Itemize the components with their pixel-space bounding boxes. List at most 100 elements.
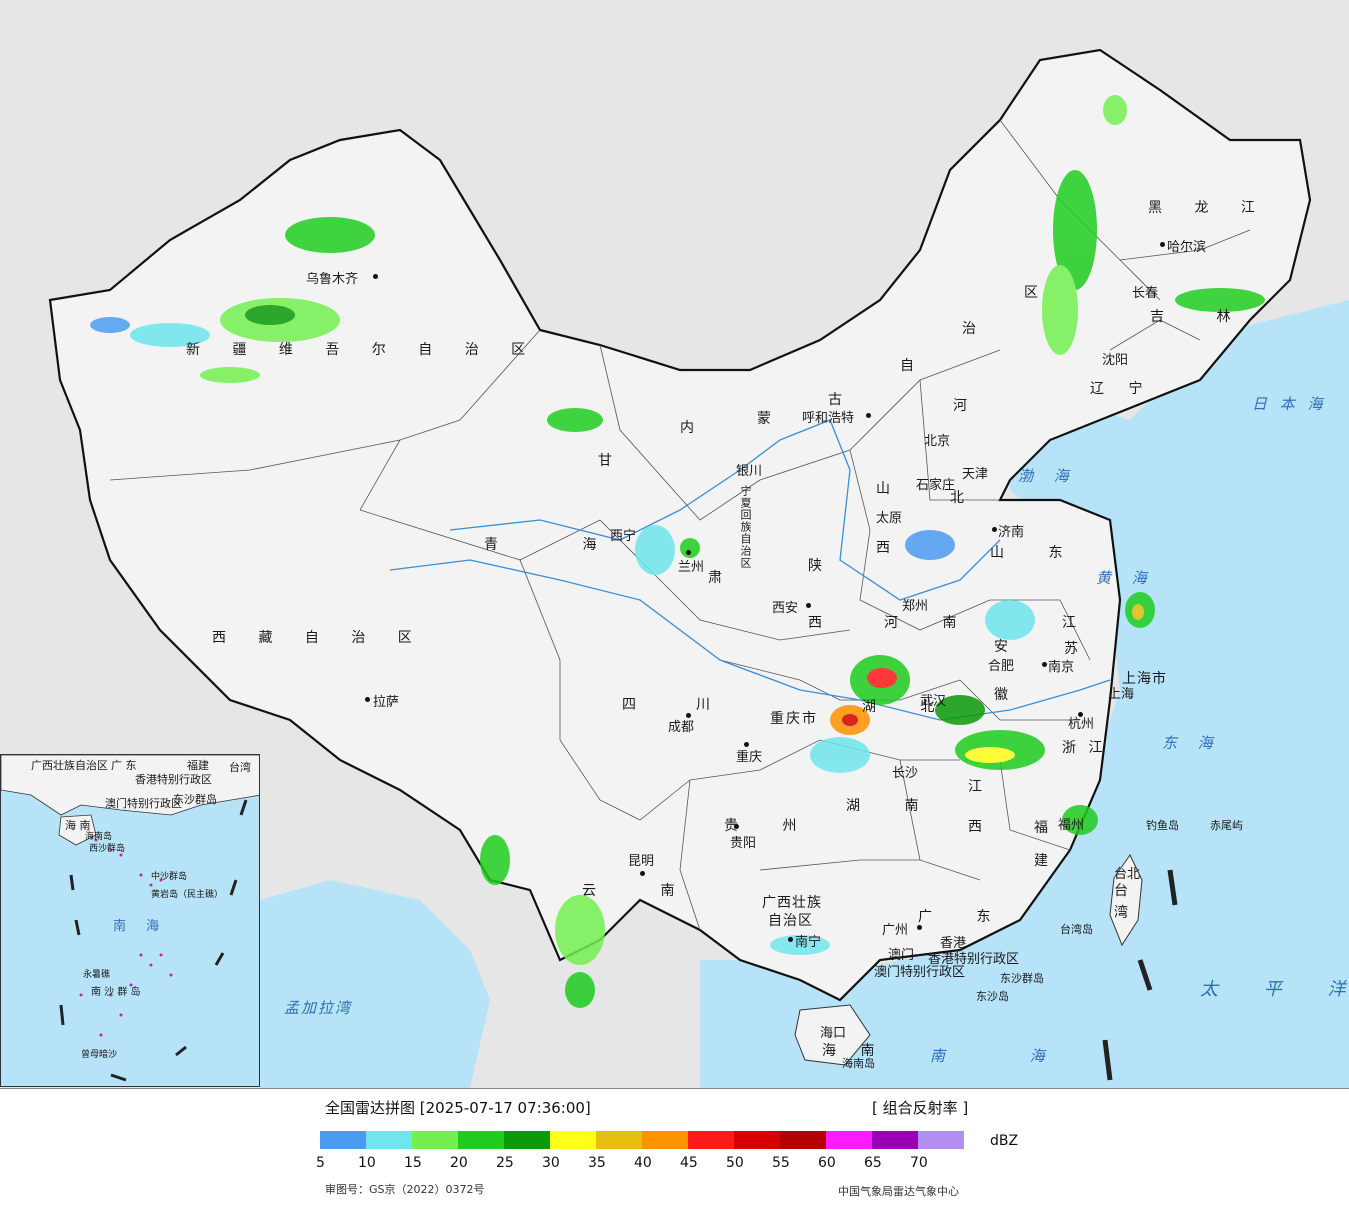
- label-guizhou: 贵 州: [724, 818, 817, 834]
- color-scale-cell: [596, 1131, 642, 1149]
- city-nanning: 南宁: [795, 935, 822, 950]
- city-taiyuan: 太原: [876, 511, 903, 526]
- color-scale-cell: [412, 1131, 458, 1149]
- label-guangxi-1: 广西壮族: [762, 895, 822, 911]
- city-dot: [365, 697, 370, 702]
- city-hongkong: 香港: [940, 936, 967, 951]
- label-xinjiang: 新 疆 维 吾 尔 自 治 区: [186, 342, 540, 358]
- city-dot: [640, 871, 645, 876]
- city-hefei: 合肥: [988, 659, 1015, 674]
- color-scale-tick: 50: [726, 1155, 744, 1171]
- city-lhasa: 拉萨: [373, 695, 400, 710]
- south-china-sea-inset: 广西壮族自治区 广 东 福建 台湾 香港特别行政区 澳门特别行政区 东沙群岛 海…: [0, 754, 260, 1087]
- label-liaoning: 辽 宁: [1090, 381, 1153, 397]
- color-scale-cell: [826, 1131, 872, 1149]
- city-chongqing: 重庆: [736, 750, 763, 765]
- inset-xisha: 西沙群岛: [89, 844, 126, 854]
- label-zhejiang: 浙 江: [1062, 740, 1107, 756]
- label-heilongjiang: 黑 龙 江: [1148, 200, 1269, 216]
- city-dot: [744, 742, 749, 747]
- color-scale-ticks: 5 10 15 20 25 30 35 40 45 50 55 60 65 70: [0, 1155, 1349, 1173]
- city-jinan: 济南: [998, 525, 1025, 540]
- label-yunnan: 云 南: [582, 883, 705, 899]
- label-sichuan-2: 川: [696, 697, 724, 713]
- city-macau: 澳门: [888, 948, 915, 963]
- city-dot: [788, 937, 793, 942]
- label-shandong: 山 东: [990, 545, 1083, 561]
- taiwan-island: [1109, 854, 1143, 947]
- color-scale-cell: [780, 1131, 826, 1149]
- sea-donghai: 东 海: [1162, 734, 1221, 752]
- island-hainan: 海南岛: [842, 1057, 875, 1070]
- label-macau-sar: 澳门特别行政区: [874, 965, 966, 980]
- island-dongsha-group: 东沙群岛: [1000, 972, 1044, 985]
- sea-pacific: 太 平 洋: [1200, 979, 1349, 1000]
- sea-bengal: 孟加拉湾: [284, 999, 353, 1017]
- inset-huangyan: 黄岩岛（民主礁）: [151, 890, 224, 900]
- color-scale-cell: [504, 1131, 550, 1149]
- city-dot: [1078, 712, 1083, 717]
- sea-bohai: 渤 海: [1018, 467, 1077, 485]
- label-neimenggu-2: 蒙: [757, 411, 785, 427]
- inset-taiwan: 台湾: [229, 761, 251, 774]
- island-chiwei: 赤尾屿: [1210, 819, 1243, 832]
- inset-guangdong: 广 东: [111, 759, 137, 772]
- label-taiwan-2: 湾: [1114, 905, 1142, 921]
- label-shanxi-2: 西: [876, 540, 904, 556]
- label-neimenggu-4: 自: [900, 358, 928, 374]
- island-taiwan: 台湾岛: [1060, 923, 1093, 936]
- sea-huanghai: 黄 海: [1096, 569, 1155, 587]
- inset-hk: 香港特别行政区: [135, 773, 212, 786]
- radar-map: 新 疆 维 吾 尔 自 治 区 西 藏 自 治 区 青 海 甘 肃 内 蒙 古 …: [0, 0, 1349, 1088]
- island-dongsha: 东沙岛: [976, 990, 1009, 1003]
- city-shanghai: 上海: [1108, 687, 1135, 702]
- color-scale-cell: [458, 1131, 504, 1149]
- city-dot: [686, 713, 691, 718]
- label-hainan: 海 南: [822, 1043, 885, 1059]
- color-scale-cell: [918, 1131, 964, 1149]
- city-lanzhou: 兰州: [678, 560, 705, 575]
- inset-hainandao: 海南岛: [85, 832, 113, 842]
- sea-japan: 日 本 海: [1252, 395, 1327, 413]
- label-sichuan-1: 四: [622, 697, 650, 713]
- label-jiangxi-2: 西: [968, 819, 996, 835]
- color-scale-cell: [366, 1131, 412, 1149]
- label-guangxi-2: 自治区: [768, 913, 813, 929]
- label-fujian-2: 建: [1034, 853, 1062, 869]
- inset-hainan: 海 南: [65, 819, 91, 832]
- label-ningxia: 宁夏回族自治区: [739, 485, 752, 569]
- city-kunming: 昆明: [628, 854, 655, 869]
- color-scale-tick: 15: [404, 1155, 422, 1171]
- city-tianjin: 天津: [962, 467, 989, 482]
- color-scale-tick: 10: [358, 1155, 376, 1171]
- label-shanxi-1: 山: [876, 481, 904, 497]
- label-anhui-1: 安: [994, 639, 1022, 655]
- legend-panel: 全国雷达拼图 [2025-07-17 07:36:00] [ 组合反射率 ] 5…: [0, 1088, 1349, 1209]
- city-shijiazhuang: 石家庄: [916, 478, 956, 493]
- color-scale-cell: [872, 1131, 918, 1149]
- inset-nanhai: 南 海: [113, 919, 168, 934]
- sea-nanhai: 南 海: [930, 1047, 1085, 1065]
- color-scale-cell: [642, 1131, 688, 1149]
- inset-nansha: 南 沙 群 岛: [91, 987, 141, 998]
- label-chongqing-municipality: 重庆市: [770, 711, 818, 727]
- city-dot: [992, 527, 997, 532]
- label-guangdong: 广 东: [918, 909, 1011, 925]
- color-scale-tick: 30: [542, 1155, 560, 1171]
- label-taiwan-1: 台: [1114, 883, 1142, 899]
- color-scale-tick: 40: [634, 1155, 652, 1171]
- city-yinchuan: 银川: [736, 464, 763, 479]
- inset-guangxi: 广西壮族自治区: [31, 759, 108, 772]
- legend-product: [ 组合反射率 ]: [872, 1099, 969, 1117]
- label-hebei-1: 河: [953, 398, 981, 414]
- city-zhengzhou: 郑州: [902, 599, 929, 614]
- city-hangzhou: 杭州: [1068, 717, 1095, 732]
- color-scale-tick: 55: [772, 1155, 790, 1171]
- city-dot: [373, 274, 378, 279]
- city-haikou: 海口: [820, 1026, 847, 1041]
- label-neimenggu-5: 治: [962, 321, 990, 337]
- color-scale-cell: [550, 1131, 596, 1149]
- color-scale-tick: 25: [496, 1155, 514, 1171]
- label-jiangsu-2: 苏: [1064, 641, 1092, 657]
- japan-sea: [1200, 320, 1349, 560]
